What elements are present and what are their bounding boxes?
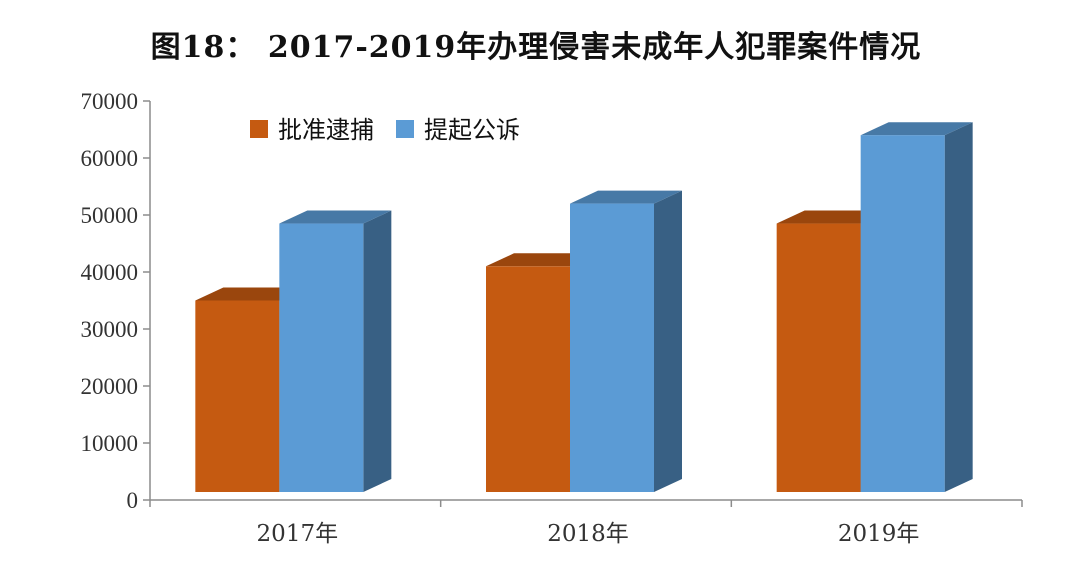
y-tick-label: 0 xyxy=(127,488,139,513)
bar xyxy=(279,223,364,493)
bar xyxy=(195,300,280,492)
y-tick-label: 10000 xyxy=(81,431,139,456)
bar xyxy=(486,266,570,492)
y-tick-label: 50000 xyxy=(81,203,139,228)
legend: 批准逮捕 提起公诉 xyxy=(250,116,520,144)
bar xyxy=(860,135,945,492)
y-tick-label: 40000 xyxy=(81,260,139,285)
bar-top xyxy=(860,122,973,136)
y-tick-label: 60000 xyxy=(81,146,139,171)
bar-top xyxy=(279,210,392,224)
bar-side xyxy=(654,190,682,492)
x-tick-label: 2019年 xyxy=(838,521,920,547)
legend-label: 批准逮捕 xyxy=(278,116,374,144)
bar-side xyxy=(944,122,973,492)
legend-swatch xyxy=(250,120,268,138)
chart-title: 图18： 2017-2019年办理侵害未成年人犯罪案件情况 xyxy=(150,30,922,65)
x-tick-label: 2017年 xyxy=(257,521,339,547)
y-tick-label: 70000 xyxy=(81,89,139,114)
bar-top xyxy=(570,190,682,204)
bar xyxy=(570,203,654,492)
bar-side xyxy=(363,210,392,493)
axes: 0 10000 20000 30000 40000 50000 60000 70000 2017… xyxy=(81,89,1023,547)
bars xyxy=(195,122,973,493)
bar xyxy=(776,223,861,493)
x-tick-label: 2018年 xyxy=(547,521,629,547)
y-tick-label: 20000 xyxy=(81,374,139,399)
legend-label: 提起公诉 xyxy=(424,116,520,144)
y-tick-label: 30000 xyxy=(81,317,139,342)
legend-swatch xyxy=(396,120,414,138)
